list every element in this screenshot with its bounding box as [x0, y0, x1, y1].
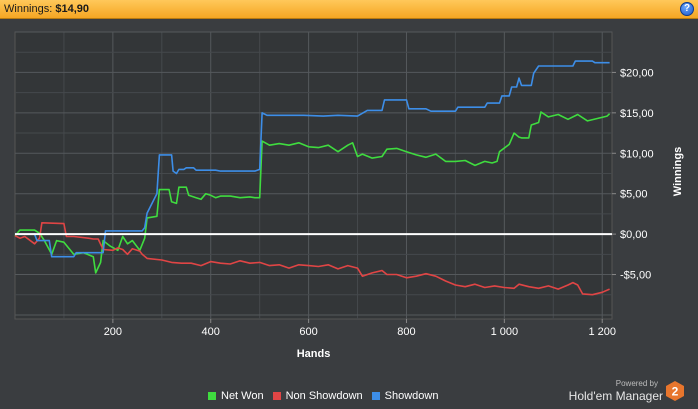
svg-text:2: 2: [672, 385, 679, 399]
powered-by-label: Powered by: [615, 379, 658, 388]
winnings-chart: 200 400 600 800 1 000 1 200 $20,00 $15,00 $10,00…: [14, 31, 684, 360]
winnings-value: $14,90: [55, 3, 90, 15]
y-tick-label: $20,00: [620, 67, 654, 79]
series-line-non-showdown: [14, 222, 610, 296]
x-tick-label: 1 000: [491, 326, 519, 338]
series-line-showdown: [15, 60, 610, 258]
x-tick-label: 600: [299, 326, 317, 338]
series-line-net-won: [14, 111, 611, 274]
plot-area: [14, 31, 613, 320]
legend-item-net-won: Net Won: [208, 390, 264, 402]
legend-label: Non Showdown: [285, 390, 363, 402]
y-tick-label: $5,00: [620, 189, 648, 201]
y-tick-label: $15,00: [620, 108, 654, 120]
legend-item-showdown: Showdown: [371, 390, 439, 402]
x-tick-label: 400: [202, 326, 220, 338]
legend-swatch: [208, 392, 216, 400]
legend-swatch: [371, 392, 380, 400]
x-axis-label: Hands: [297, 348, 331, 360]
x-tick-label: 800: [397, 326, 415, 338]
y-tick-label: $10,00: [620, 148, 654, 160]
legend: Net Won Non Showdown Showdown: [208, 389, 447, 403]
winnings-summary: Winnings: $14,90: [4, 3, 89, 15]
x-tick-label: 200: [104, 326, 122, 338]
legend-label: Showdown: [384, 390, 439, 402]
y-tick-label: -$5,00: [620, 270, 651, 282]
legend-swatch: [272, 392, 281, 400]
hem-logo-icon: 2: [666, 381, 684, 401]
legend-item-non-showdown: Non Showdown: [272, 390, 363, 402]
winnings-label: Winnings:: [4, 3, 53, 15]
x-tick-label: 1 200: [588, 326, 616, 338]
y-tick-label: $0,00: [620, 229, 648, 241]
y-axis-label: Winnings: [672, 147, 684, 196]
help-icon[interactable]: ?: [680, 2, 694, 16]
product-name: Hold'em Manager: [568, 389, 663, 403]
header-bar: Winnings: $14,90 ?: [0, 0, 698, 19]
legend-label: Net Won: [221, 390, 264, 402]
